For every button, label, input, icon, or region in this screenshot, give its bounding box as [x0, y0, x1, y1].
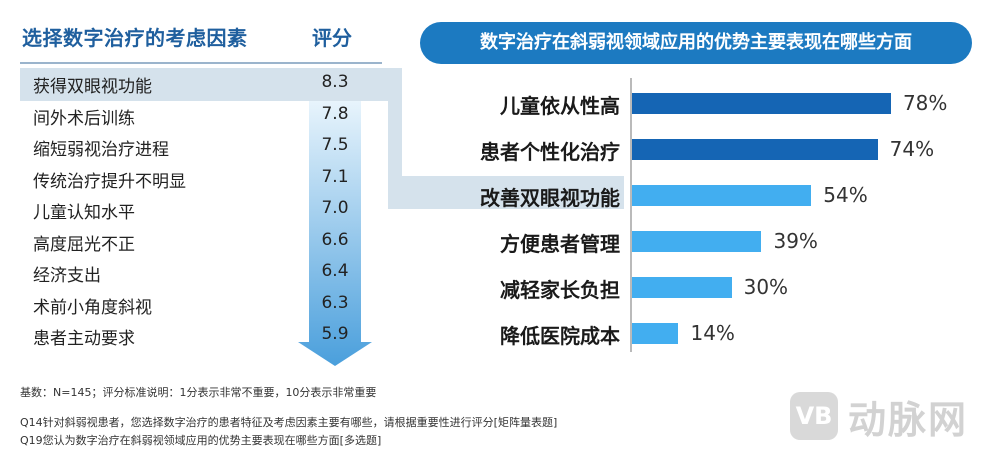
footer-question-19: Q19您认为数字治疗在斜弱视领域应用的优势主要表现在哪些方面[多选题] — [20, 434, 382, 447]
advantage-bar — [632, 231, 762, 252]
score-trend-arrow — [298, 101, 372, 366]
advantage-bar — [632, 93, 891, 114]
advantages-chart-title: 数字治疗在斜弱视领域应用的优势主要表现在哪些方面 — [480, 32, 912, 53]
factor-label: 获得双眼视功能 — [33, 77, 152, 97]
advantage-value-label: 14% — [690, 321, 735, 345]
advantage-bar — [632, 185, 812, 206]
advantage-category-label: 减轻家长负担 — [500, 278, 620, 302]
watermark: VB 动脉网 — [790, 388, 968, 444]
footer-question-14: Q14针对斜弱视患者，您选择数字治疗的患者特征及考虑因素主要有哪些，请根据重要性… — [20, 416, 558, 429]
factor-label: 患者主动要求 — [33, 329, 135, 349]
highlight-elbow — [388, 68, 624, 209]
advantage-bar — [632, 323, 679, 344]
advantage-value-label: 78% — [902, 91, 948, 115]
footer-base-note: 基数：N=145；评分标准说明：1分表示非常不重要，10分表示非常重要 — [20, 386, 377, 399]
vb-logo-icon: VB — [790, 392, 838, 440]
advantage-category-label: 患者个性化治疗 — [480, 140, 620, 164]
factor-score: 8.3 — [321, 72, 349, 92]
watermark-text: 动脉网 — [848, 397, 969, 442]
advantage-category-label: 儿童依从性高 — [500, 94, 620, 118]
factor-label: 儿童认知水平 — [33, 203, 135, 223]
advantage-value-label: 39% — [773, 229, 818, 253]
factor-label: 高度屈光不正 — [33, 234, 135, 255]
advantage-category-label: 降低医院成本 — [500, 324, 620, 348]
factor-label: 间外术后训练 — [33, 108, 135, 129]
factor-label: 缩短弱视治疗进程 — [33, 140, 169, 160]
advantage-value-label: 74% — [889, 137, 935, 161]
advantages-chart-banner — [420, 22, 972, 64]
factor-label: 传统治疗提升不明显 — [33, 171, 186, 192]
factor-score: 7.1 — [321, 166, 349, 187]
factor-score: 7.0 — [321, 198, 349, 218]
advantage-category-label: 方便患者管理 — [500, 232, 620, 256]
highlight-connector — [20, 68, 388, 101]
advantage-value-label: 30% — [743, 275, 789, 299]
factor-label: 经济支出 — [33, 266, 101, 286]
advantage-value-label: 54% — [823, 183, 868, 207]
factor-score: 6.4 — [321, 261, 349, 281]
factor-label: 术前小角度斜视 — [33, 297, 152, 318]
advantage-bar — [632, 139, 878, 160]
factors-table-title: 选择数字治疗的考虑因素 — [22, 26, 248, 50]
advantage-bar — [632, 277, 732, 298]
factor-score: 6.3 — [321, 292, 349, 313]
score-column-title: 评分 — [312, 26, 352, 50]
factor-score: 6.6 — [321, 229, 349, 250]
factor-score: 7.8 — [321, 103, 349, 124]
table-header-rule — [20, 62, 382, 64]
factor-score: 7.5 — [321, 135, 349, 155]
factor-score: 5.9 — [321, 324, 349, 344]
advantage-category-label: 改善双眼视功能 — [480, 186, 620, 210]
